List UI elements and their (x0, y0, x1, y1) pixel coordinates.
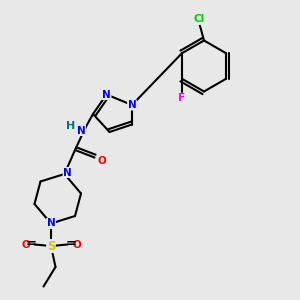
Text: =: = (66, 237, 76, 250)
Text: O: O (72, 239, 81, 250)
Text: N: N (102, 89, 111, 100)
Text: N: N (63, 167, 72, 178)
Text: N: N (128, 100, 136, 110)
Text: F: F (178, 93, 185, 103)
Text: N: N (76, 125, 85, 136)
Text: O: O (21, 239, 30, 250)
Text: =: = (26, 237, 36, 250)
Text: S: S (47, 239, 55, 253)
Text: Cl: Cl (194, 14, 205, 25)
Text: O: O (98, 155, 106, 166)
Text: N: N (46, 218, 56, 229)
Text: H: H (66, 121, 75, 131)
